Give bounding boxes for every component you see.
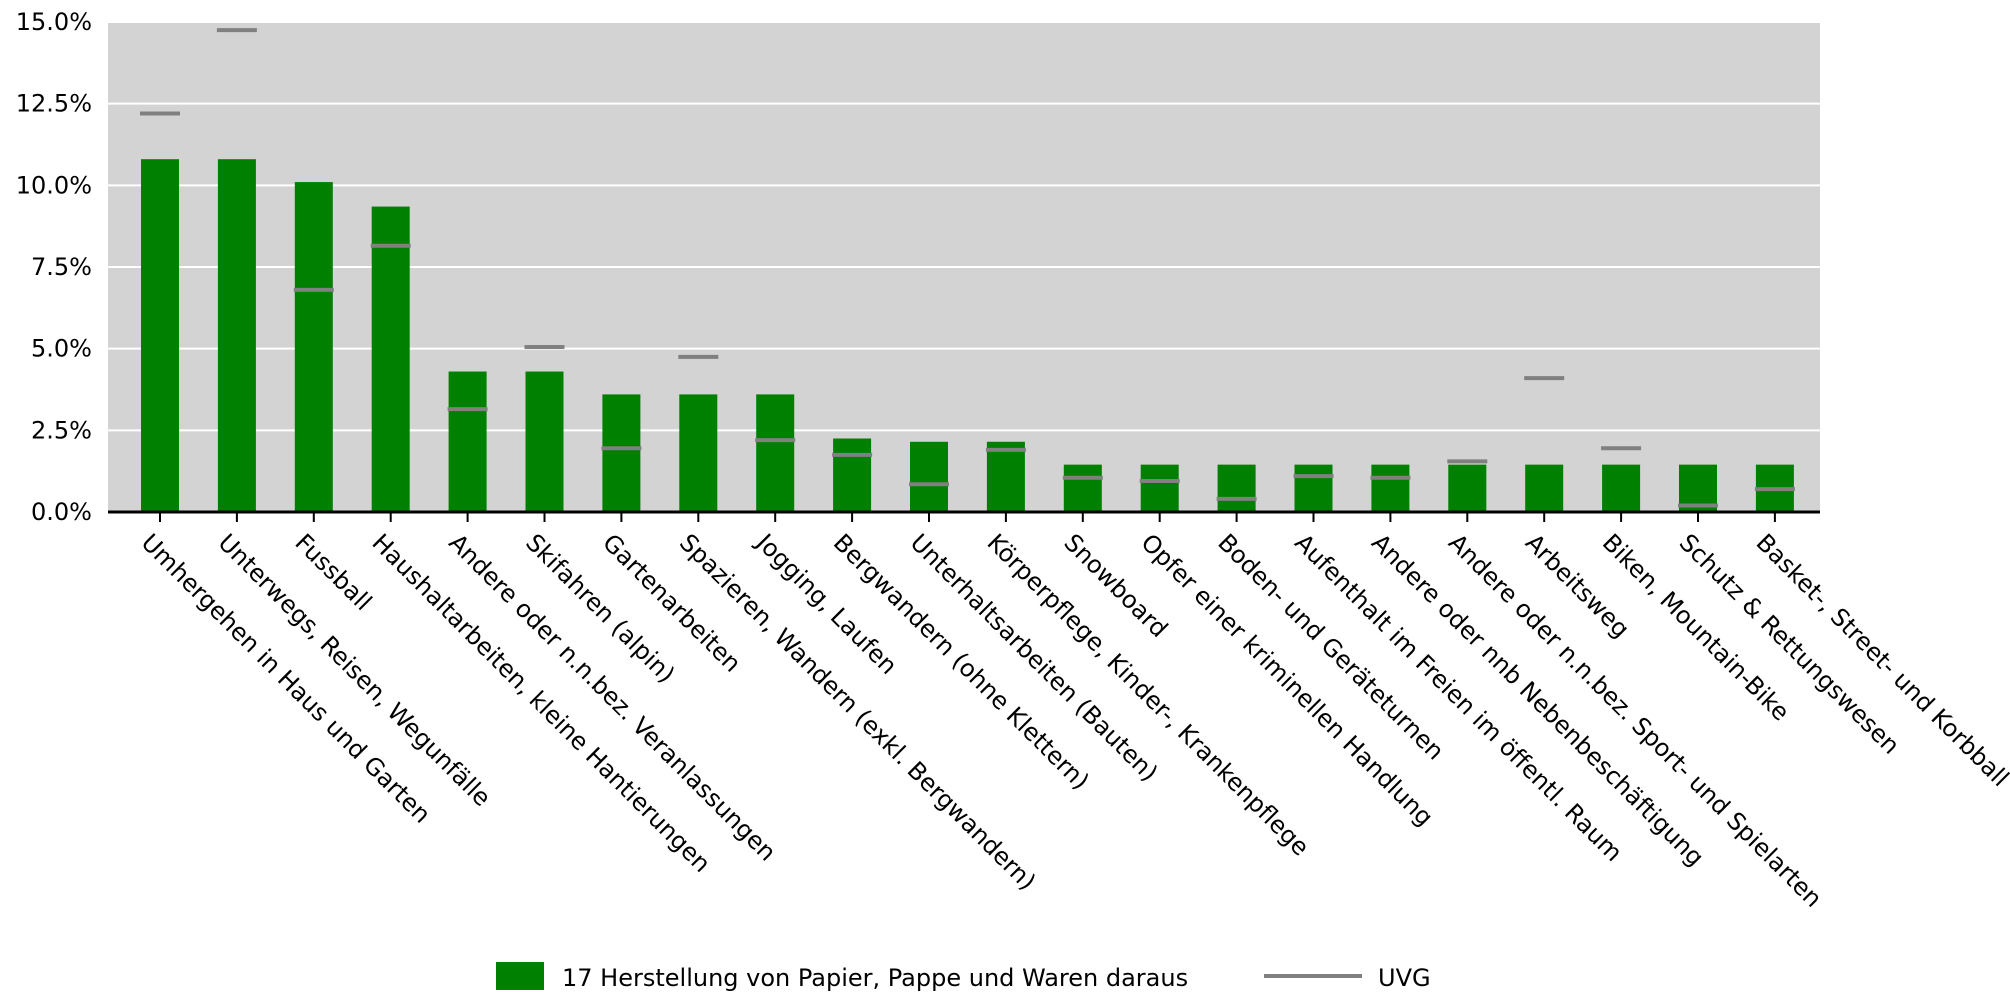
bar: [1217, 464, 1256, 512]
legend-marker-label: UVG: [1378, 964, 1431, 992]
bar: [1371, 464, 1410, 512]
bar: [910, 441, 948, 512]
x-tick-label: Jogging, Laufen: [750, 527, 903, 680]
bar: [217, 159, 256, 512]
bar: [986, 441, 1025, 512]
bar: [371, 206, 410, 513]
legend-bar-swatch: [496, 962, 544, 990]
bar: [141, 159, 179, 512]
uvg-markers: [140, 28, 1795, 508]
x-tick-label: Spazieren, Wandern (exkl. Bergwandern): [674, 528, 1041, 895]
bar: [525, 371, 564, 512]
bar: [833, 438, 872, 512]
bar: [756, 394, 795, 512]
bar: [1448, 464, 1487, 512]
bar: [1063, 464, 1102, 512]
x-tick-label: Umhergehen in Haus und Garten: [136, 528, 436, 828]
bar: [448, 371, 487, 512]
x-tick-label: Unterwegs, Reisen, Wegunfälle: [213, 528, 497, 812]
bar: [679, 394, 718, 512]
y-tick-label: 10.0%: [16, 171, 92, 199]
x-axis-ticks: [159, 512, 1776, 522]
y-tick-label: 2.5%: [31, 416, 92, 444]
legend: 17 Herstellung von Papier, Pappe und War…: [496, 962, 1431, 992]
y-tick-label: 5.0%: [31, 335, 92, 363]
legend-bar-label: 17 Herstellung von Papier, Pappe und War…: [562, 964, 1188, 992]
bar: [1602, 464, 1641, 512]
y-tick-label: 12.5%: [16, 90, 92, 118]
x-axis-category-labels: Umhergehen in Haus und GartenUnterwegs, …: [136, 527, 2010, 913]
y-tick-label: 0.0%: [31, 498, 92, 526]
x-tick-label: Gartenarbeiten: [597, 528, 746, 677]
y-tick-label: 7.5%: [31, 253, 92, 281]
y-tick-label: 15.0%: [16, 8, 92, 36]
y-axis-tick-labels: 0.0% 2.5% 5.0% 7.5% 10.0% 12.5% 15.0%: [16, 8, 92, 526]
bar: [602, 394, 641, 512]
bar: [294, 182, 333, 513]
bar: [1525, 464, 1564, 512]
bar: [1140, 464, 1179, 512]
bar: [1294, 464, 1333, 512]
